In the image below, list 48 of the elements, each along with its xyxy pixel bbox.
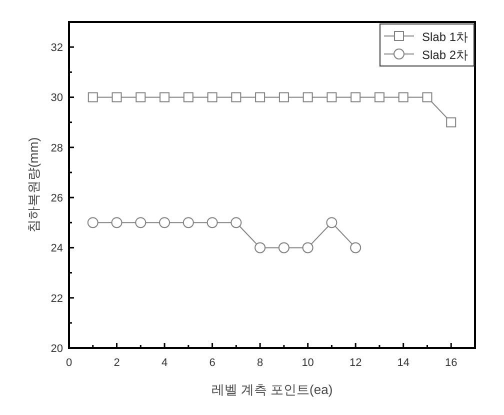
- point: [278, 92, 289, 102]
- point: [254, 242, 266, 254]
- point: [302, 242, 314, 254]
- x-tick-label: 10: [302, 357, 314, 369]
- point: [182, 217, 194, 228]
- y-tick-label: 24: [50, 242, 63, 255]
- point: [398, 92, 408, 102]
- point: [159, 217, 170, 228]
- y-axis-title: 침하복원량(mm): [26, 137, 41, 233]
- point: [255, 92, 266, 102]
- x-tick-label: 4: [161, 357, 168, 369]
- y-tick-label: 28: [50, 142, 63, 154]
- point: [374, 92, 384, 102]
- x-tick-label: 6: [209, 357, 216, 369]
- y-tick-label: 22: [50, 292, 63, 305]
- point: [111, 217, 122, 228]
- x-tick-label: 0: [66, 357, 72, 369]
- y-tick-label: 26: [50, 192, 63, 205]
- y-tick-label: 32: [50, 42, 63, 54]
- point: [183, 92, 194, 102]
- point: [231, 92, 242, 102]
- point: [207, 92, 218, 102]
- point: [302, 92, 313, 102]
- legend-label: Slab 2차: [422, 48, 468, 62]
- point: [160, 92, 170, 102]
- point: [135, 217, 146, 228]
- x-tick-label: 2: [114, 357, 120, 369]
- y-tick-label: 20: [50, 343, 63, 355]
- point: [446, 117, 456, 128]
- point: [422, 92, 432, 102]
- point: [230, 217, 242, 228]
- x-tick-label: 16: [444, 357, 458, 369]
- point: [136, 92, 146, 102]
- point: [112, 92, 122, 102]
- x-axis-title: 레벨 계측 포인트(ea): [211, 382, 333, 397]
- point: [350, 92, 361, 102]
- y-tick-label: 30: [50, 92, 63, 104]
- point: [350, 242, 362, 254]
- x-tick-label: 8: [256, 357, 264, 369]
- point: [87, 217, 98, 228]
- point: [88, 92, 98, 102]
- point: [278, 242, 290, 254]
- point: [206, 217, 218, 228]
- point: [326, 92, 337, 102]
- x-tick-label: 14: [397, 357, 410, 369]
- legend-label: Slab 1차: [422, 30, 468, 44]
- x-tick-label: 12: [349, 357, 362, 369]
- point: [326, 217, 338, 228]
